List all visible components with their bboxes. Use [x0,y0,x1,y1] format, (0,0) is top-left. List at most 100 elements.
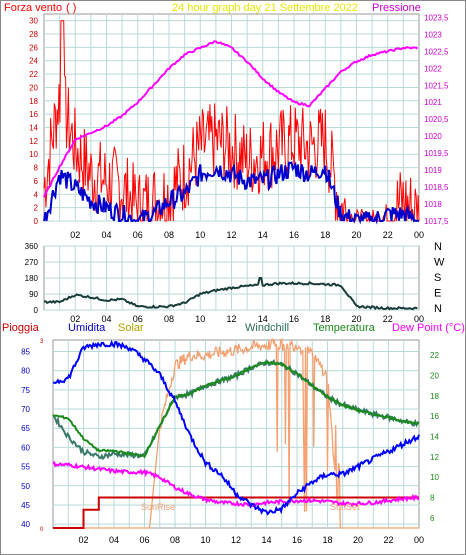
pressure-tick-label: 1017,5 [424,217,449,226]
compass-letter: S [434,272,441,284]
temperature-tick-label: 6 [430,514,435,523]
temperature-tick-label: 20 [430,372,439,381]
humidity-tick-label: 75 [21,386,30,395]
wind-tick-label: 30 [29,17,38,26]
pressure-tick-label: 1023,5 [424,13,449,22]
wind-tick-label: 12 [29,137,38,146]
time-tick-label: 04 [101,314,111,324]
time-tick-label: 08 [164,314,174,324]
pressure-tick-label: 1021 [424,98,442,107]
wind-tick-label: 24 [29,57,38,66]
legend-windchill: Windchill [245,322,289,334]
temperature-tick-label: 8 [430,494,435,503]
pressure-line [43,40,419,198]
time-tick-label: 22 [383,314,393,324]
time-tick-label: 10 [195,230,205,240]
compass-letter: N [434,241,442,253]
chart-title: 24 hour graph day 21 Settembre 2022 [172,2,358,14]
wind-tick-label: 20 [29,83,38,92]
time-tick-label: 00 [414,535,424,545]
wind-tick-label: 26 [29,43,38,52]
time-tick-label: 16 [289,230,299,240]
time-tick-label: 22 [383,230,393,240]
time-tick-label: 14 [258,230,268,240]
time-tick-label: 20 [351,314,361,324]
time-tick-label: 10 [195,314,205,324]
mid-time-axis: 02 04 06 08 10 12 14 16 18 20 22 00 [70,314,424,324]
top-time-axis: 02 04 06 08 10 12 14 16 18 20 22 00 [70,230,424,240]
humidity-tick-label: 55 [21,463,30,472]
pressure-tick-label: 1020,5 [424,115,449,124]
temperature-line [52,360,420,459]
top-series [43,20,420,225]
legend-pioggia: Pioggia [2,322,40,334]
temperature-tick-label: 14 [430,433,439,442]
compass-letter: N [434,303,442,315]
pressure-tick-label: 1019 [424,166,442,175]
temperature-axis-ticks: 6 8 10 12 14 16 18 20 22 [430,351,439,523]
temperature-tick-label: 10 [430,473,439,482]
time-tick-label: 06 [139,535,149,545]
time-tick-label: 20 [351,230,361,240]
time-tick-label: 12 [231,535,241,545]
direction-axis-ticks: 0 90 180 270 360 [25,242,39,315]
wind-tick-label: 28 [29,30,38,39]
pressure-tick-label: 1022 [424,64,442,73]
pressure-axis-ticks: 1017,5 1018 1018,5 1019 1019,5 1020 1020,5 1021… [424,13,449,226]
wind-tick-label: 6 [34,177,39,186]
direction-tick-label: 360 [25,242,39,251]
legend-umidita: Umidita [68,322,106,334]
direction-tick-label: 0 [34,306,39,315]
temperature-humidity-chart: Pioggia Umidita Solar Windchill Temperat… [2,322,465,545]
time-tick-label: 06 [133,230,143,240]
time-tick-label: 20 [353,535,363,545]
time-tick-label: 12 [226,230,236,240]
time-tick-label: 22 [383,535,393,545]
wind-tick-label: 2 [34,204,39,213]
time-tick-label: 08 [170,535,180,545]
pressure-tick-label: 1023 [424,30,442,39]
direction-tick-label: 270 [25,258,39,267]
wind-axis-unit: ( ) [66,2,76,14]
pressure-tick-label: 1021,5 [424,81,449,90]
time-tick-label: 00 [414,314,424,324]
compass-letter: E [434,288,441,300]
time-tick-label: 18 [320,314,330,324]
solar-line [53,337,419,529]
humidity-tick-label: 70 [21,405,30,414]
average-wind-line [43,161,420,225]
direction-tick-label: 180 [25,274,39,283]
time-tick-label: 04 [109,535,119,545]
time-tick-label: 12 [226,314,236,324]
sunrise-label: SunRise [141,502,175,512]
humidity-tick-label: 80 [21,367,30,376]
time-tick-label: 06 [133,314,143,324]
legend-dewpoint: Dew Point (°C) [392,322,465,334]
legend-solar: Solar [118,322,144,334]
sunset-label: SunSet [330,502,360,512]
temperature-tick-label: 18 [430,392,439,401]
rain-tick-label: 3 [40,339,44,345]
wind-pressure-chart: Forza vento ( ) 24 hour graph day 21 Set… [4,2,449,240]
mid-grid [44,245,419,311]
wind-tick-label: 16 [29,110,38,119]
windchill-line [52,358,420,461]
time-tick-label: 10 [200,535,210,545]
rain-line [53,496,419,529]
compass-letter: W [434,257,445,269]
pressure-tick-label: 1018 [424,200,442,209]
humidity-tick-label: 45 [21,501,30,510]
wind-tick-label: 18 [29,97,38,106]
time-tick-label: 16 [289,314,299,324]
time-tick-label: 02 [70,314,80,324]
time-tick-label: 02 [78,535,88,545]
direction-tick-label: 90 [29,290,38,299]
temperature-tick-label: 22 [430,351,439,360]
pressure-tick-label: 1019,5 [424,149,449,158]
time-tick-label: 00 [414,230,424,240]
wind-tick-label: 22 [29,70,38,79]
